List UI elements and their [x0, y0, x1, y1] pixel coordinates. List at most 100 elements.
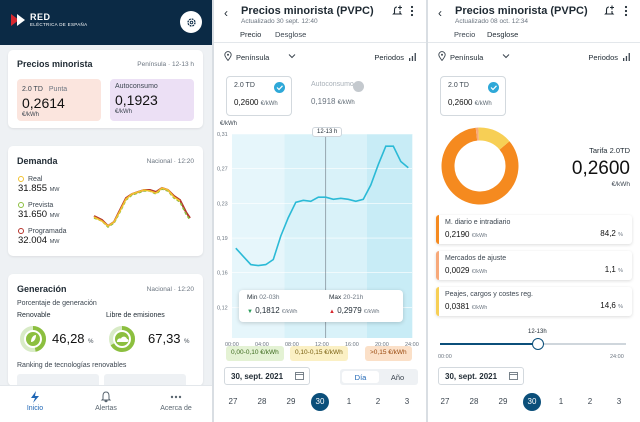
demand-prevista-label: Prevista [28, 202, 54, 209]
leaf-icon [31, 335, 36, 342]
cloud-icon [117, 336, 129, 342]
periods-button[interactable]: Periodos [588, 53, 618, 62]
programada-dot-icon [18, 227, 24, 234]
ranking-item [17, 374, 99, 386]
hour-band [404, 134, 413, 338]
chevron-down-icon [288, 54, 296, 59]
date-picker[interactable]: 30, sept. 2021 [224, 367, 310, 385]
demand-real-value: 31.855 [18, 183, 48, 194]
real-dot-icon [18, 175, 24, 182]
tariff-autoconsumo-option[interactable]: Autoconsumo 0,1918 €/kWh [304, 76, 370, 116]
hour-band [359, 134, 368, 338]
day-chip[interactable]: 2 [375, 397, 381, 406]
emission-free-label: Libre de emisiones [106, 312, 165, 319]
day-chip[interactable]: 28 [469, 397, 479, 406]
day-chip[interactable]: 29 [498, 397, 508, 406]
periods-button[interactable]: Periodos [374, 53, 404, 62]
location-pin-icon [438, 51, 446, 61]
min-max-card: Min 02-03h ▼ 0,1812 €/kWh Max 20-21h ▲ 0… [239, 290, 403, 322]
y-tick-label: 0,27 [217, 167, 228, 173]
demand-prevista-value: 31.650 [18, 209, 48, 220]
logo-text: RED [30, 12, 51, 22]
total-price: 0,2600 [571, 158, 630, 179]
y-tick-label: 0,16 [217, 271, 228, 277]
nav-home[interactable]: Inicio [5, 391, 65, 412]
day-chip-selected[interactable]: 30 [311, 393, 329, 411]
x-tick-label: 20:00 [375, 342, 389, 348]
hour-band [397, 134, 405, 338]
generation-card-meta: Nacional · 12:20 [146, 286, 194, 293]
date-picker[interactable]: 30, sept. 2021 [438, 367, 524, 385]
x-tick-label: 08:00 [285, 342, 299, 348]
day-chip[interactable]: 29 [286, 397, 296, 406]
tariff-label: 2.0 TD [448, 82, 469, 89]
back-button[interactable]: ‹ [224, 6, 228, 20]
bolt-icon [31, 391, 39, 403]
hour-band [344, 134, 353, 338]
component-row: Peajes, cargos y costes reg. 0,0381 €/kW… [436, 287, 632, 316]
nav-alerts[interactable]: Alertas [76, 391, 136, 412]
hour-slider-thumb[interactable] [532, 338, 544, 350]
tariff-autoconsumo-value: 0,1918 [311, 97, 336, 106]
view-year-button[interactable]: Año [390, 373, 405, 382]
renewable-donut [20, 326, 46, 352]
generation-card[interactable]: Generación Nacional · 12:20 Porcentaje d… [8, 274, 203, 386]
pvpc-title: Precios minorista (PVPC) [241, 5, 374, 17]
tariff-20td-label: 2.0 TD [234, 82, 255, 89]
punta-price-box: 2.0 TD Punta 0,2614 €/kWh [17, 79, 101, 121]
retail-card-title: Precios minorista [17, 59, 93, 69]
demand-card[interactable]: Demanda Nacional · 12:20 Real 31.855 MW … [8, 146, 203, 256]
back-button[interactable]: ‹ [438, 6, 442, 20]
more-vert-icon[interactable] [410, 5, 414, 17]
check-icon [274, 82, 285, 93]
day-chip[interactable]: 27 [228, 397, 238, 406]
slider-min-label: 00:00 [438, 354, 452, 360]
hour-band [254, 134, 263, 338]
hour-band [262, 134, 270, 338]
region-select[interactable]: Península [236, 53, 270, 62]
hour-band [329, 134, 338, 338]
retail-card-meta: Península · 12-13 h [137, 61, 194, 68]
gear-icon [186, 17, 196, 27]
day-chip[interactable]: 28 [257, 397, 267, 406]
component-pct: 1,1 [604, 265, 616, 274]
add-alert-icon[interactable] [392, 5, 403, 17]
day-chip-selected[interactable]: 30 [523, 393, 541, 411]
demand-card-title: Demanda [17, 156, 58, 166]
emission-free-value: 67,33 [148, 331, 181, 346]
price-chart[interactable]: 0,31 0,27 0,23 0,19 0,16 0,12 00:00 04:00 08:00 1… [214, 128, 426, 348]
retail-price-card[interactable]: Precios minorista Península · 12-13 h 2.… [8, 50, 203, 128]
punta-price-value: 0,2614 [22, 95, 65, 111]
more-vert-icon[interactable] [624, 5, 628, 17]
component-row: Mercados de ajuste 0,0029 €/kWh 1,1 % [436, 251, 632, 280]
settings-button[interactable] [180, 11, 202, 33]
nav-about[interactable]: Acerca de [146, 391, 206, 412]
legend-high: >0,15 €/kWh [365, 346, 412, 361]
tariff-20td-value: 0,2600 [234, 98, 259, 107]
nav-home-label: Inicio [26, 405, 44, 412]
region-select[interactable]: Península [450, 53, 484, 62]
punta-unit: €/kWh [22, 112, 40, 118]
day-chip[interactable]: 1 [558, 397, 564, 406]
hour-band [247, 134, 255, 338]
home-header: RED ELÉCTRICA DE ESPAÑA [0, 0, 212, 45]
tariff-20td-option[interactable]: 2.0 TD 0,2600 €/kWh [440, 76, 506, 116]
demand-programada-value: 32.004 [18, 235, 48, 246]
tab-breakdown[interactable]: Desglose [275, 30, 307, 39]
add-alert-icon[interactable] [604, 5, 615, 17]
day-chip[interactable]: 1 [346, 397, 352, 406]
tariff-20td-option[interactable]: 2.0 TD 0,2600 €/kWh [226, 76, 292, 116]
view-day-button[interactable]: Día [342, 371, 379, 383]
slider-value-label: 12-13h [524, 328, 551, 336]
tab-price[interactable]: Precio [454, 30, 476, 39]
nav-about-label: Acerca de [160, 405, 192, 412]
pvpc-breakdown-screen: ‹ Precios minorista (PVPC) Actualizado 0… [428, 0, 640, 422]
day-chip[interactable]: 3 [616, 397, 622, 406]
day-chip[interactable]: 27 [440, 397, 450, 406]
component-name: Mercados de ajuste [445, 255, 507, 262]
day-chip[interactable]: 3 [404, 397, 410, 406]
total-unit: €/kWh [611, 181, 630, 188]
day-chip[interactable]: 2 [587, 397, 593, 406]
autoconsumo-unit: €/kWh [115, 109, 133, 115]
component-pct: 14,6 [600, 301, 616, 310]
